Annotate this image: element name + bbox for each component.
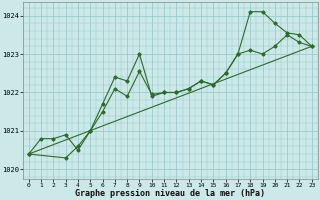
- X-axis label: Graphe pression niveau de la mer (hPa): Graphe pression niveau de la mer (hPa): [75, 189, 265, 198]
